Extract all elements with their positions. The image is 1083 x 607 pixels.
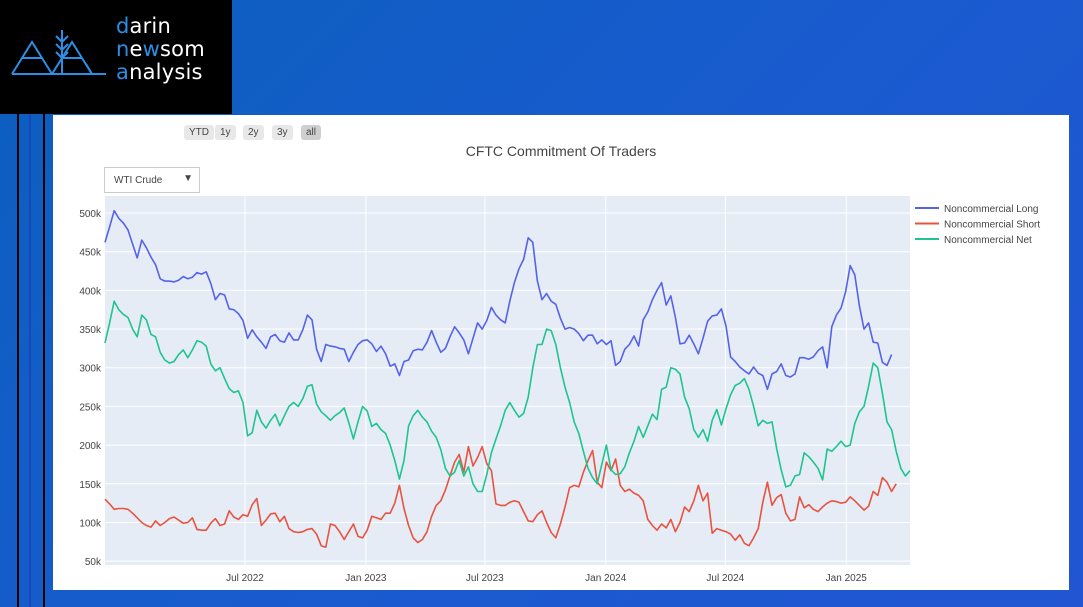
y-tick-label: 200k — [79, 441, 102, 452]
x-tick-label: Jul 2024 — [706, 573, 744, 584]
brand-wordmark: darin newsom analysis — [116, 14, 205, 84]
y-tick-label: 250k — [79, 402, 102, 413]
series-line-noncommercial-long — [104, 209, 893, 391]
decorative-divider — [17, 114, 19, 607]
y-tick-label: 100k — [79, 518, 102, 529]
mountain-wheat-icon — [11, 30, 106, 75]
caret-down-icon: ▼ — [183, 173, 193, 184]
x-tick-label: Jan 2023 — [345, 573, 387, 584]
range-3y-button[interactable]: 3y — [272, 125, 293, 140]
legend-label: Noncommercial Net — [944, 235, 1032, 246]
legend-label: Noncommercial Short — [944, 220, 1040, 231]
x-tick-label: Jul 2023 — [466, 573, 504, 584]
y-tick-label: 500k — [79, 209, 102, 220]
dropdown-selected-label: WTI Crude — [114, 175, 163, 186]
decorative-divider — [43, 114, 45, 607]
chart-title: CFTC Commitment Of Traders — [465, 143, 657, 159]
range-ytd-button[interactable]: YTD — [184, 125, 214, 140]
y-tick-label: 50k — [85, 557, 102, 568]
x-tick-label: Jan 2024 — [585, 573, 627, 584]
y-tick-label: 150k — [79, 480, 102, 491]
range-1y-button[interactable]: 1y — [215, 125, 236, 140]
y-tick-label: 400k — [79, 286, 102, 297]
x-tick-label: Jan 2025 — [826, 573, 868, 584]
commodity-dropdown[interactable]: WTI Crude ▼ — [104, 167, 200, 193]
series-line-noncommercial-short — [104, 445, 897, 549]
x-tick-label: Jul 2022 — [226, 573, 264, 584]
series-line-noncommercial-net — [104, 300, 911, 493]
y-tick-label: 350k — [79, 325, 102, 336]
decorative-divider — [29, 114, 31, 607]
range-2y-button[interactable]: 2y — [243, 125, 264, 140]
legend-label: Noncommercial Long — [944, 204, 1039, 215]
y-tick-label: 450k — [79, 248, 102, 259]
chart-panel: YTD 1y 2y 3y all CFTC Commitment Of Trad… — [53, 115, 1069, 590]
range-all-button[interactable]: all — [301, 125, 322, 140]
y-tick-label: 300k — [79, 364, 102, 375]
cot-line-chart: 50k 100k 150k 200k 250k 300k 350k 400k 450k 500k J… — [79, 196, 1040, 584]
brand-logo: darin newsom analysis — [0, 0, 232, 114]
